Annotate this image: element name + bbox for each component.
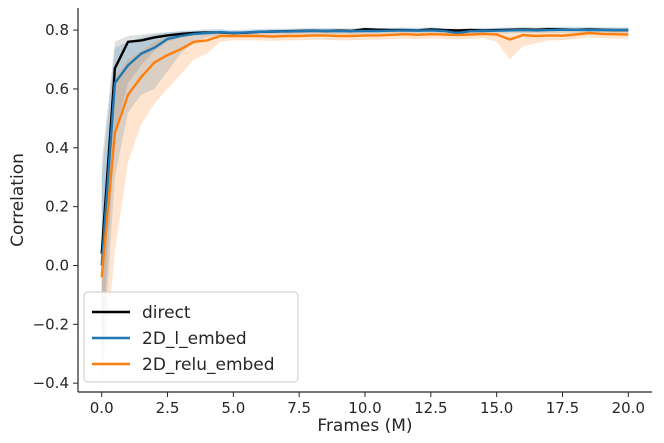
x-tick-label: 20.0 <box>612 399 645 417</box>
x-tick-label: 15.0 <box>480 399 513 417</box>
y-tick-label: 0.4 <box>45 139 69 157</box>
series-lines <box>100 28 629 278</box>
x-tick-label: 5.0 <box>221 399 245 417</box>
y-tick-label: 0.8 <box>45 21 69 39</box>
y-tick-label: −0.2 <box>33 315 69 333</box>
x-tick-label: 17.5 <box>546 399 579 417</box>
x-axis-label: Frames (M) <box>317 416 412 436</box>
y-tick-label: −0.4 <box>33 374 69 392</box>
x-tick-label: 7.5 <box>287 399 311 417</box>
x-tick-label: 10.0 <box>348 399 381 417</box>
y-tick-label: 0.0 <box>45 256 69 274</box>
y-tick-label: 0.6 <box>45 80 69 98</box>
y-tick-label: 0.2 <box>45 198 69 216</box>
x-tick-label: 2.5 <box>156 399 180 417</box>
y-axis-label: Correlation <box>8 153 28 247</box>
x-axis-ticks: 0.0 2.5 5.0 7.5 10.0 12.5 15.0 17.5 20.0 <box>90 392 645 417</box>
series-line-2D_relu_embed <box>100 31 629 278</box>
band-2D_relu_embed <box>101 29 629 390</box>
x-tick-label: 12.5 <box>414 399 447 417</box>
legend: direct 2D_l_embed 2D_relu_embed <box>83 291 299 383</box>
legend-label-direct: direct <box>142 303 191 323</box>
series-line-2D_l_embed <box>100 28 629 266</box>
legend-label-2D_relu_embed: 2D_relu_embed <box>142 355 275 375</box>
y-axis-ticks: −0.4 −0.2 0.0 0.2 0.4 0.6 0.8 <box>33 21 78 392</box>
legend-label-2D_l_embed: 2D_l_embed <box>142 329 247 349</box>
x-tick-label: 0.0 <box>90 399 114 417</box>
legend-box <box>83 291 299 383</box>
